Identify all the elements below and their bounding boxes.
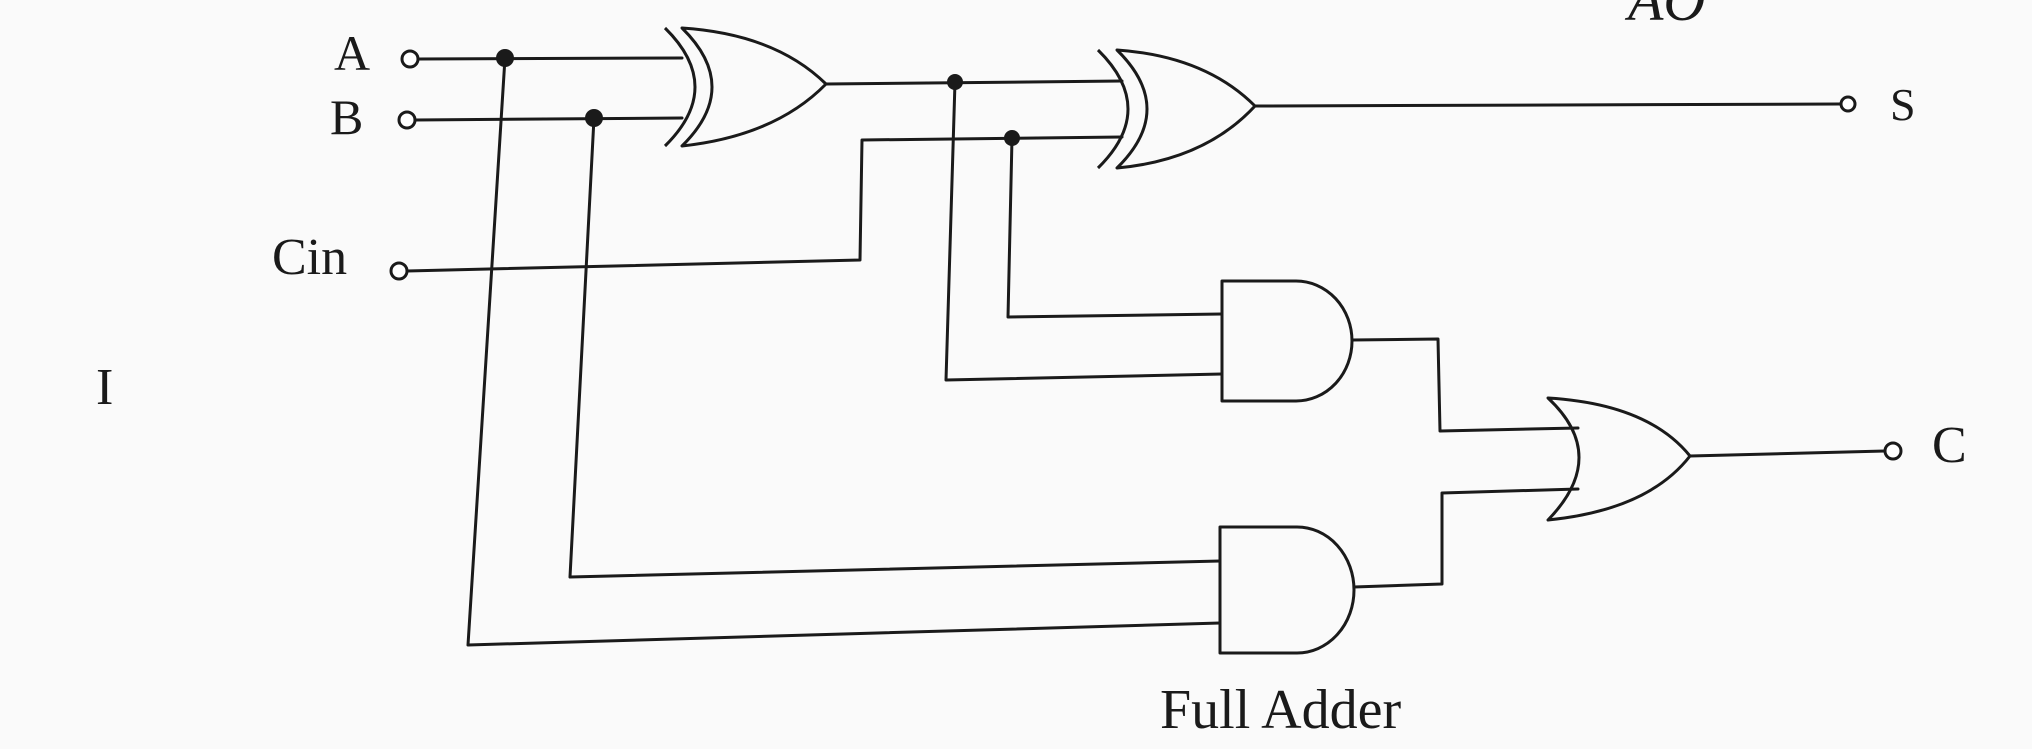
terminal-cin — [389, 261, 409, 281]
wire-a-branch — [466, 56, 1222, 647]
xor-gate-2 — [1096, 48, 1257, 170]
terminal-sum — [1839, 95, 1857, 113]
or-gate — [1546, 396, 1692, 522]
margin-mark: I — [96, 359, 113, 416]
junction-cin — [1004, 130, 1020, 146]
wire-sum-out — [1253, 102, 1842, 108]
terminal-a — [400, 49, 420, 69]
and-gate-2 — [1218, 525, 1356, 655]
and-gate-1 — [1220, 279, 1354, 403]
wire-carry-out — [1688, 449, 1887, 458]
wire-b-branch — [568, 116, 1222, 579]
wire-and2-out — [1352, 487, 1580, 589]
wire-xor1-out — [824, 79, 1124, 86]
junction-a — [496, 49, 514, 67]
wire-b — [413, 116, 684, 122]
wire-and1-out — [1350, 337, 1580, 433]
output-label-sum: S — [1890, 79, 1916, 130]
input-label-a: A — [334, 25, 370, 81]
wire-a — [416, 56, 684, 61]
terminal-b — [397, 110, 417, 130]
diagram-caption: Full Adder — [1160, 679, 1401, 741]
junction-xor1-out — [947, 74, 963, 90]
output-label-carry: C — [1932, 417, 1967, 474]
corner-mark: AO — [1624, 0, 1705, 33]
input-label-cin: Cin — [272, 229, 347, 286]
wire-cin — [405, 135, 1124, 273]
wire-xor1-branch — [944, 80, 1224, 382]
terminal-carry — [1883, 441, 1903, 461]
wire-cin-branch — [1006, 136, 1224, 319]
junction-b — [585, 109, 603, 127]
xor-gate-1 — [663, 26, 828, 148]
input-label-b: B — [330, 89, 363, 145]
